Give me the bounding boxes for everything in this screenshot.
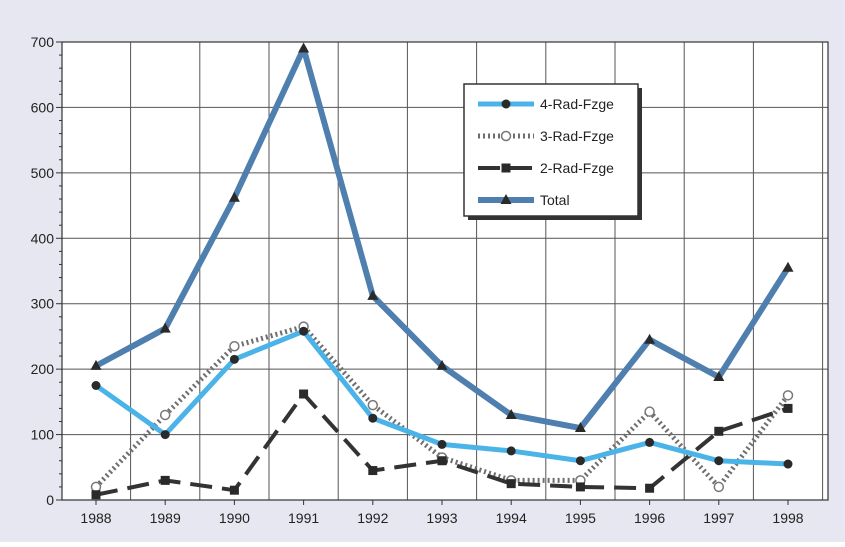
4-rad-fzge-point: [160, 430, 170, 440]
x-tick-label: 1988: [80, 510, 111, 526]
y-tick-label: 400: [31, 230, 55, 246]
total-point: [713, 370, 725, 381]
x-tick-label: 1992: [357, 510, 388, 526]
legend-label: Total: [540, 192, 570, 208]
2-rad-fzge-point: [229, 485, 239, 495]
2-rad-fzge-point: [506, 479, 516, 489]
legend-label: 4-Rad-Fzge: [540, 96, 614, 112]
plot-area: [62, 42, 828, 500]
legend-label: 3-Rad-Fzge: [540, 128, 614, 144]
total-point: [228, 191, 240, 202]
series-group: [91, 389, 793, 500]
x-tick-label: 1998: [772, 510, 803, 526]
total-point: [436, 359, 448, 370]
y-tick-label: 600: [31, 99, 55, 115]
x-tick-label: 1991: [288, 510, 319, 526]
x-tick-label: 1993: [426, 510, 457, 526]
2-rad-fzge-point: [437, 456, 447, 466]
legend-label: 2-Rad-Fzge: [540, 160, 614, 176]
4-rad-fzge-point: [368, 413, 378, 423]
2-rad-fzge-point: [783, 403, 793, 413]
plot-frame: [61, 41, 829, 501]
2-rad-fzge-point: [299, 389, 309, 399]
total-point: [500, 194, 512, 204]
4-rad-fzge-point: [437, 439, 447, 449]
4-rad-fzge-point: [501, 99, 511, 109]
total-point: [644, 333, 656, 344]
x-tick-label: 1989: [150, 510, 181, 526]
y-tick-label: 100: [31, 427, 55, 443]
2-rad-fzge-point: [368, 466, 378, 476]
4-rad-fzge-point: [645, 437, 655, 447]
x-tick-label: 1997: [703, 510, 734, 526]
3-rad-fzge-point: [500, 130, 512, 142]
y-tick-label: 700: [31, 34, 55, 50]
2-rad-fzge-point: [645, 483, 655, 493]
4-rad-fzge-point: [299, 326, 309, 336]
3-rad-fzge-point: [782, 390, 794, 401]
total-point: [90, 359, 102, 370]
2-rad-fzge-point: [501, 163, 511, 173]
series-group: [90, 42, 794, 433]
legend: 4-Rad-Fzge 3-Rad-Fzge 2-Rad-Fzge Total: [463, 83, 642, 220]
y-tick-label: 500: [31, 165, 55, 181]
x-tick-label: 1996: [634, 510, 665, 526]
3-rad-fzge-point: [229, 340, 240, 352]
2-rad-fzge-point: [160, 475, 170, 485]
total-point: [782, 261, 794, 272]
total-point: [159, 322, 171, 333]
4-rad-fzge-point: [783, 459, 793, 469]
series-lines: [90, 42, 794, 500]
x-tick-label: 1990: [219, 510, 250, 526]
plot-background: [62, 42, 828, 500]
y-tick-label: 300: [31, 296, 55, 312]
x-tick-label: 1994: [496, 510, 527, 526]
total-point: [505, 408, 517, 419]
total-point: [574, 422, 586, 433]
4-rad-fzge-point: [91, 381, 101, 390]
series-group: [91, 326, 793, 469]
4-rad-fzge-point: [575, 456, 585, 466]
y-tick-label: 200: [31, 361, 55, 377]
3-rad-fzge-point: [367, 399, 379, 411]
2-rad-fzge-point: [91, 490, 101, 500]
axes: 0 100 200 300 400 500 600 700 1988 1989 1990 1991 19…: [31, 34, 829, 526]
3-rad-fzge-point: [713, 481, 725, 493]
3-rad-fzge-point: [644, 406, 655, 417]
2-rad-fzge-point: [575, 482, 585, 492]
3-rad-fzge-point: [159, 409, 171, 421]
3-rad-fzge-point: [90, 481, 102, 493]
y-tick-label: 0: [46, 492, 54, 508]
total-point: [367, 289, 379, 300]
4-rad-fzge-point: [229, 354, 239, 364]
x-tick-label: 1995: [565, 510, 596, 526]
2-rad-fzge-point: [714, 426, 724, 436]
total-point: [298, 42, 310, 53]
4-rad-fzge-point: [714, 456, 724, 466]
4-rad-fzge-point: [506, 446, 516, 456]
